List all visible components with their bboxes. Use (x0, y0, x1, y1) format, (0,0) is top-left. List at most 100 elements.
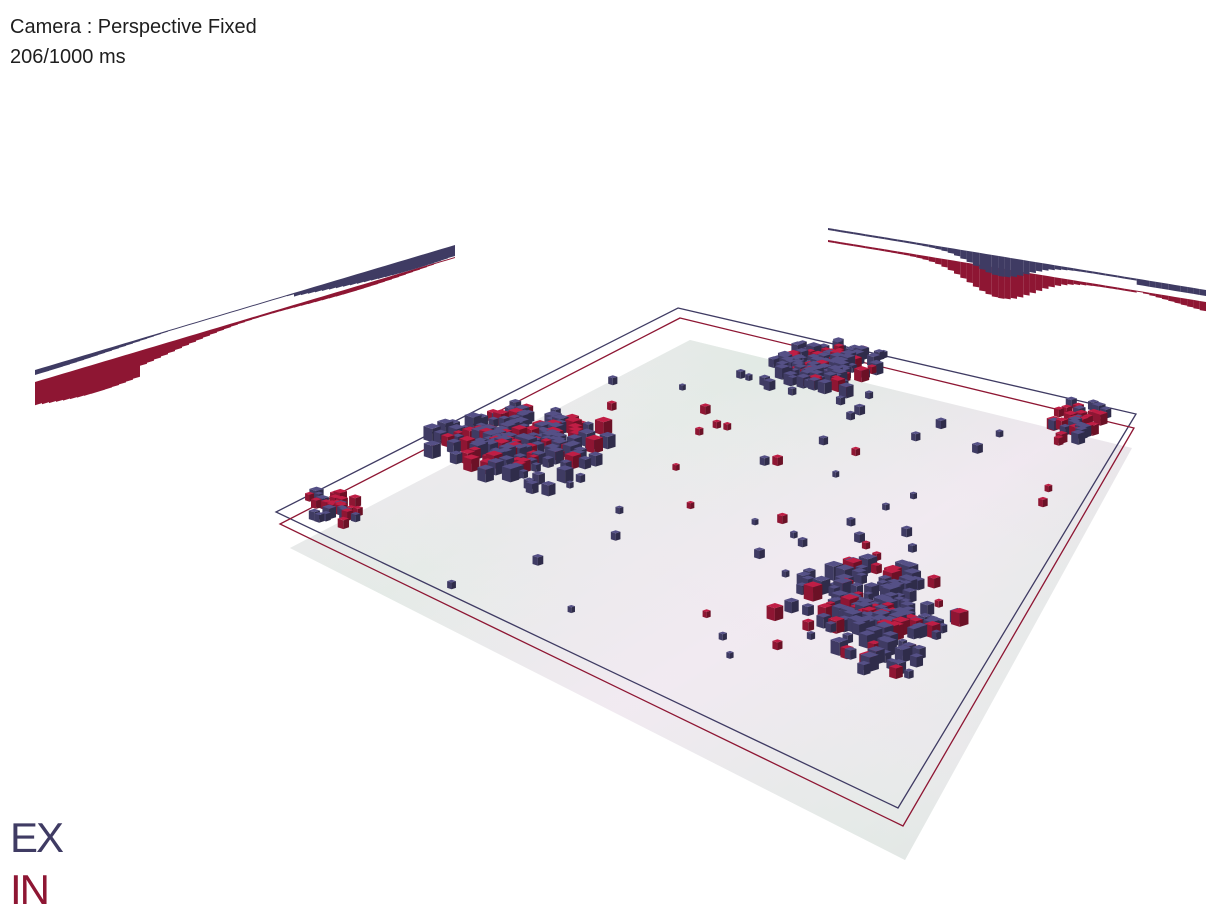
cube (781, 569, 790, 578)
projection-segment (1086, 270, 1093, 274)
projection-segment (84, 353, 91, 360)
projection-segment (84, 365, 91, 396)
projection-segment (441, 259, 448, 263)
projection-segment (966, 250, 973, 263)
legend-ex-label: EX (10, 814, 64, 861)
cube (867, 364, 877, 375)
projection-segment (935, 245, 942, 250)
cube (447, 579, 456, 590)
cube (588, 451, 603, 467)
projection-segment (1098, 284, 1106, 288)
projection-segment (238, 307, 245, 311)
projection-segment (1010, 257, 1017, 278)
projection-segment (1161, 294, 1169, 300)
cube (882, 502, 890, 511)
cube (594, 416, 613, 436)
projection-segment (1004, 256, 1011, 278)
cube (854, 531, 865, 544)
projection-segment (1136, 278, 1143, 286)
projection-segment (322, 282, 329, 292)
cube (854, 403, 866, 416)
projection-segment (413, 267, 420, 272)
cube (337, 516, 350, 530)
projection-segment (105, 359, 112, 390)
projection-segment (1168, 295, 1175, 302)
projection-segment (392, 261, 399, 276)
frame-time-label: 206/1000 ms (10, 46, 126, 68)
projection-segment (399, 271, 406, 277)
projection-segment (1048, 276, 1055, 288)
projection-segment (315, 284, 322, 293)
cube (310, 497, 322, 509)
projection-segment (217, 313, 224, 317)
projection-segment (70, 369, 77, 400)
projection-segment (217, 325, 224, 332)
projection-segment (979, 264, 986, 292)
grid-boundary (274, 307, 1138, 827)
cube (718, 631, 727, 641)
cube (766, 602, 784, 622)
projection-segment (1073, 268, 1080, 272)
projection-segment (1199, 300, 1206, 312)
projection-segment (1193, 299, 1200, 310)
projection-segment (301, 288, 308, 296)
cube (314, 512, 325, 523)
projection-segment (1155, 293, 1162, 299)
projection-segment (357, 272, 364, 284)
projection-segment (1180, 297, 1188, 306)
projection-segment (294, 290, 301, 297)
projection-segment (1117, 275, 1125, 279)
projection-segment (224, 311, 231, 315)
projection-segment (245, 317, 252, 322)
cube (934, 598, 944, 608)
projection-segment (196, 320, 203, 324)
projection-segment (245, 305, 252, 309)
projection-segment (1029, 261, 1036, 274)
hud-overlay: Camera : Perspective Fixed 206/1000 ms (10, 12, 257, 72)
projection-segment (859, 245, 866, 249)
cube (951, 607, 969, 627)
projection-segment (448, 257, 455, 261)
projection-segment (891, 250, 898, 254)
projection-segment (385, 275, 392, 282)
projection-segment (1023, 260, 1030, 275)
projection-segment (1161, 282, 1169, 290)
cube (695, 426, 704, 436)
projection-segment (175, 338, 182, 350)
projection-segment (210, 327, 217, 335)
cube (679, 383, 686, 391)
projection-segment (427, 263, 434, 267)
projection-segment (1149, 280, 1156, 288)
cube (857, 660, 871, 676)
projection-segment (140, 336, 147, 341)
floor-plane (290, 340, 1132, 860)
projection-segment (840, 242, 847, 246)
cube (542, 455, 554, 468)
projection-segment (1143, 279, 1150, 287)
projection-segment (119, 354, 126, 385)
projection-segment (1042, 263, 1049, 271)
cube (852, 620, 866, 636)
projection-segment (878, 248, 885, 252)
projection-segment (872, 235, 879, 239)
projection-segment (1187, 298, 1194, 308)
cube (477, 464, 494, 483)
cube (567, 605, 575, 614)
cube (995, 429, 1004, 438)
cube (745, 373, 753, 382)
projection-segment (903, 252, 910, 256)
projection-segment (56, 361, 63, 369)
projection-segment (189, 334, 196, 344)
cube (920, 600, 935, 617)
projection-segment (357, 284, 364, 291)
projection-segment (947, 247, 954, 254)
projection-segment (224, 323, 231, 330)
cube (556, 465, 574, 484)
cube (825, 621, 837, 633)
projection-segment (301, 300, 308, 306)
projection-segment (891, 238, 898, 242)
projection-segment (846, 243, 854, 247)
projection-segment (1061, 266, 1068, 271)
projection-segment (884, 237, 891, 241)
